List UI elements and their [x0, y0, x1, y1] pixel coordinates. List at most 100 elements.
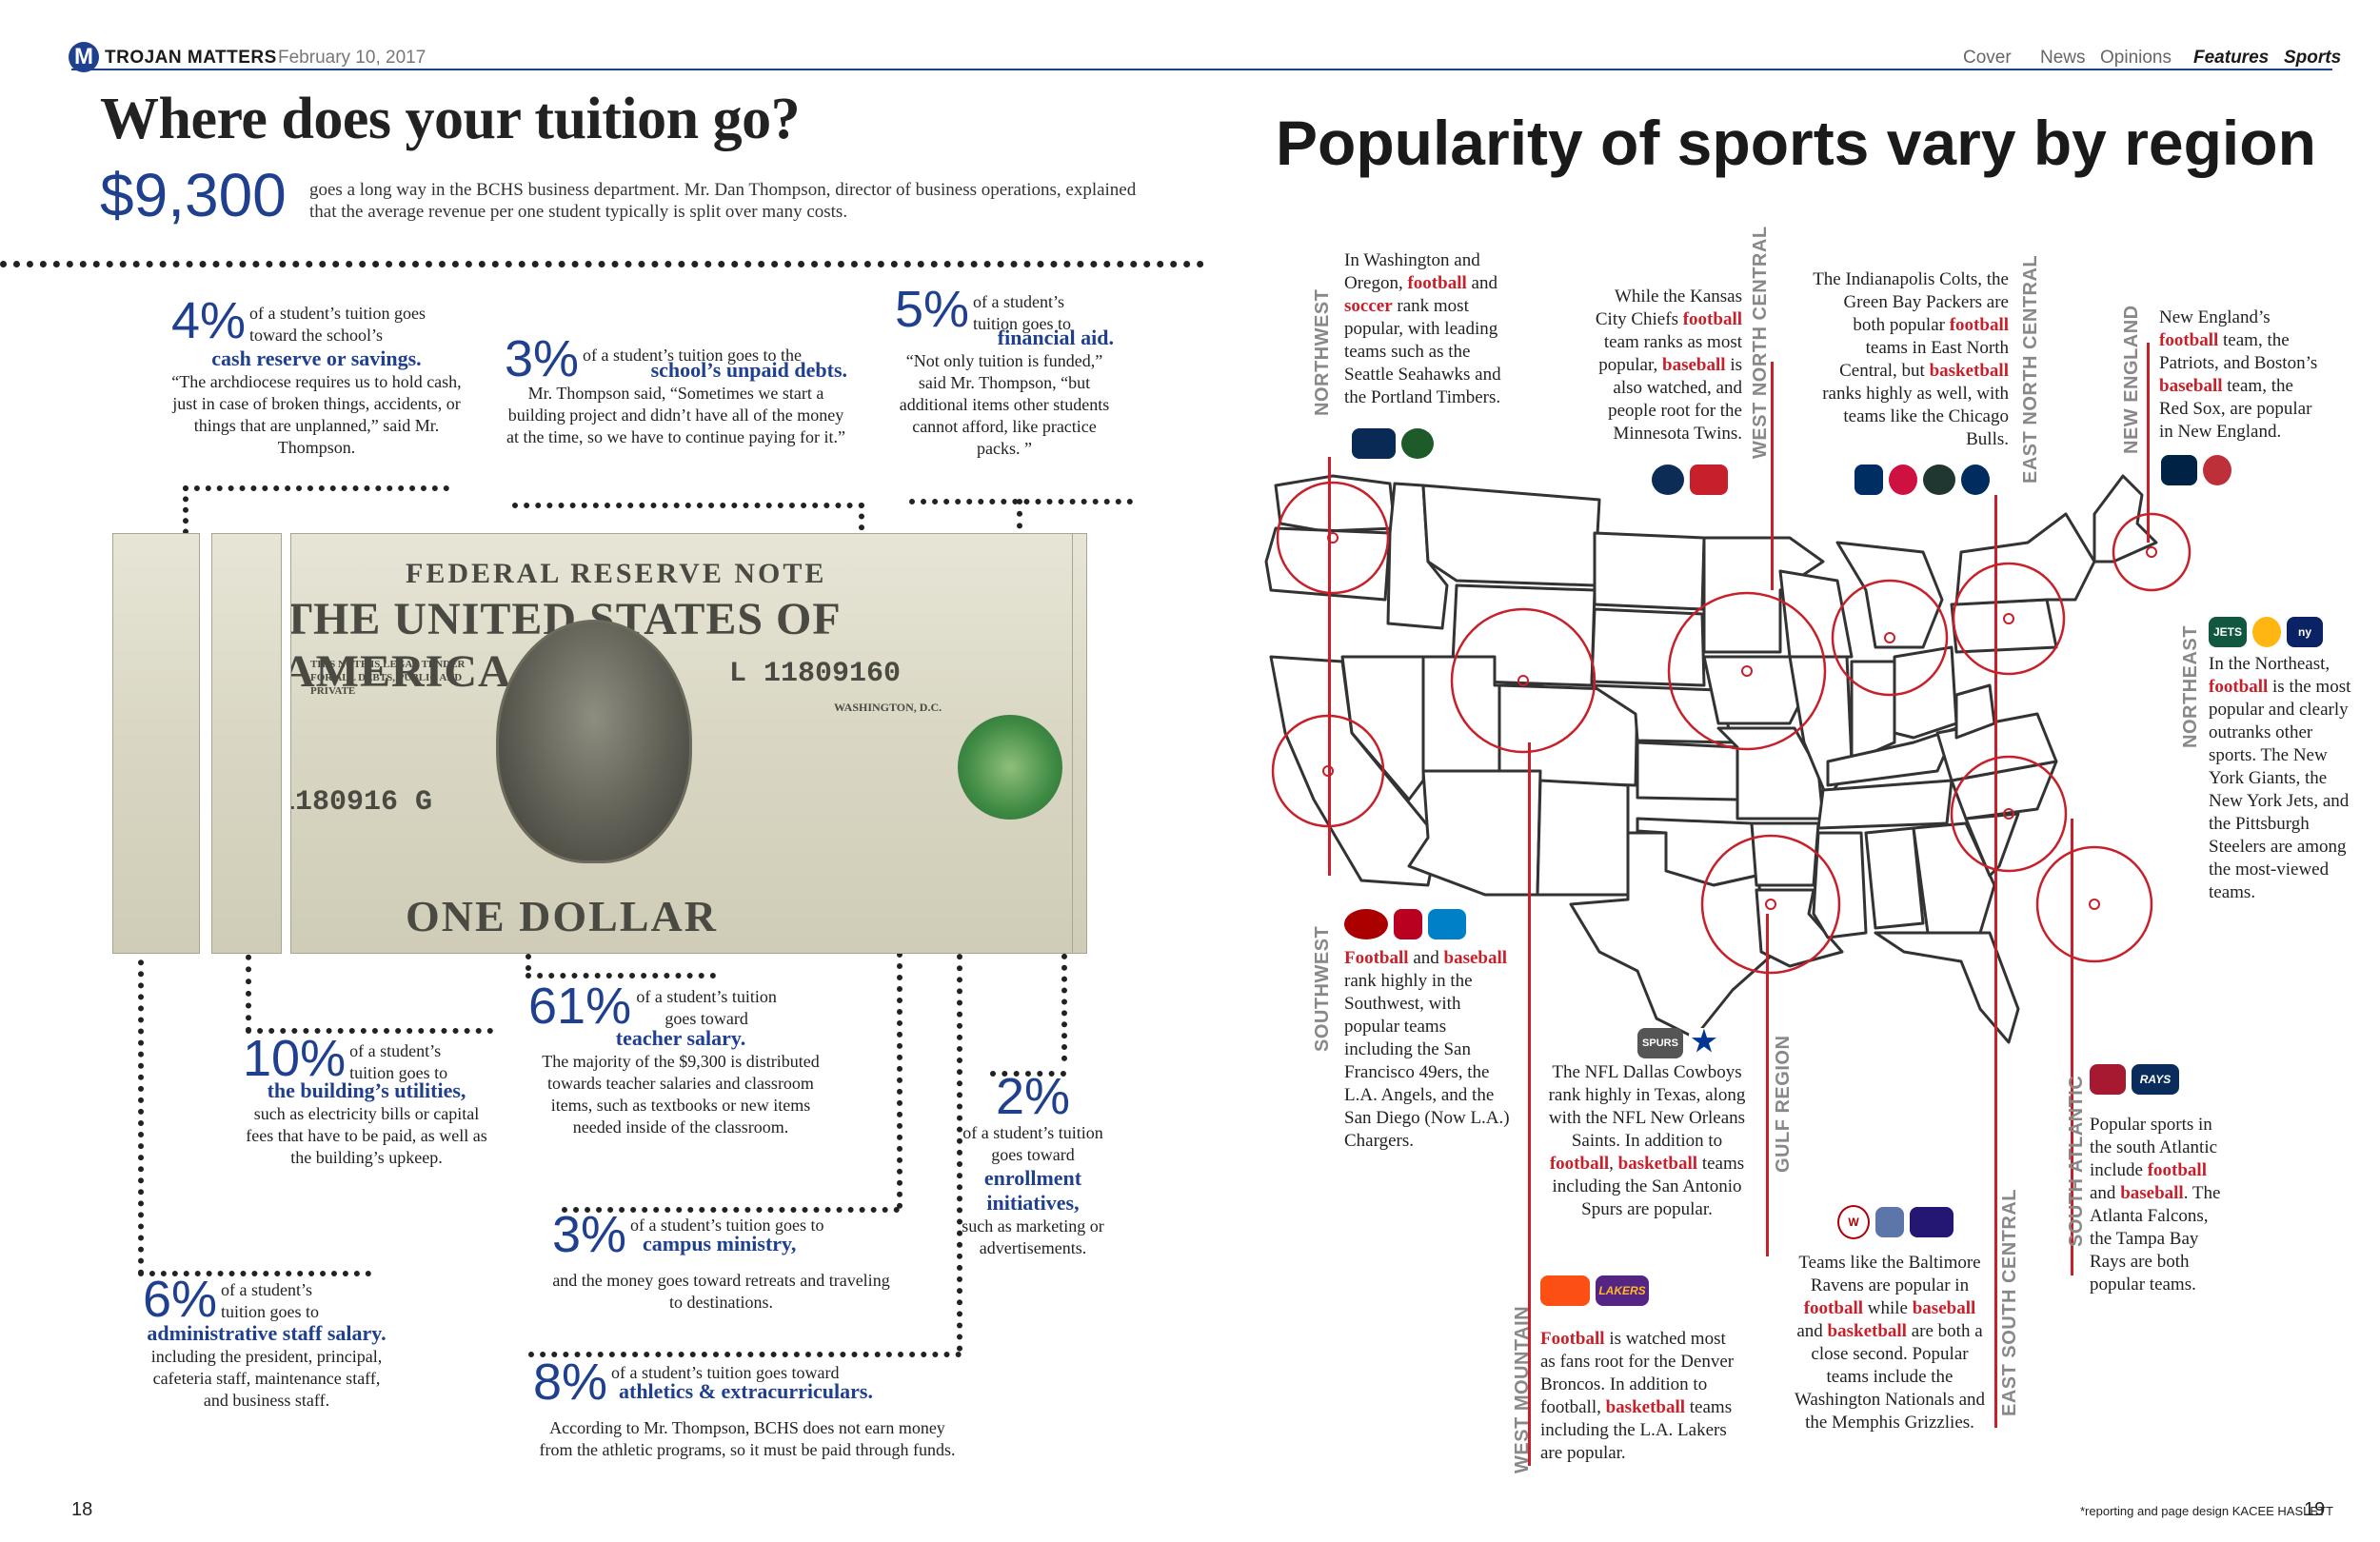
bill-serial-lower: L 1180916 G: [291, 786, 433, 819]
packers-logo-icon: [1923, 465, 1955, 495]
dotted-connector: [526, 973, 716, 979]
nav-news[interactable]: News: [2040, 48, 2086, 68]
item-body: such as electricity bills or capital fee…: [246, 1104, 487, 1167]
seahawks-logo-icon: [1352, 428, 1396, 459]
region-circle: [1831, 579, 1949, 697]
treasury-seal: [958, 715, 1062, 820]
percent-label: 3%: [552, 1206, 627, 1263]
map-kansas: [1636, 741, 1739, 801]
item-body: “The archdiocese requires us to hold cas…: [171, 372, 462, 457]
nav-sports[interactable]: Sports: [2284, 48, 2342, 68]
dotted-connector: [897, 952, 902, 1209]
spurs-logo-icon: SPURS: [1637, 1028, 1683, 1058]
design-credit: *reporting and page design KACEE HASLETT: [2080, 1504, 2333, 1518]
item-lead: of a student’s tuition goes toward: [636, 987, 777, 1028]
ravens-logo-icon: [1910, 1207, 1954, 1237]
dotted-connector: [562, 1207, 900, 1213]
issue-date: February 10, 2017: [278, 48, 426, 68]
region-text-south-atlantic: Popular sports in the south Atlantic inc…: [2090, 1115, 2221, 1295]
dotted-connector: [526, 942, 531, 971]
bill-serial: L 11809160: [729, 658, 902, 690]
map-texas: [1569, 831, 1777, 1039]
dotted-connector: [246, 1028, 493, 1034]
connector-line: [1994, 495, 1997, 1428]
right-page-title: Popularity of sports vary by region: [1276, 108, 2316, 178]
bill-top-band: FEDERAL RESERVE NOTE: [406, 558, 827, 589]
lakers-logo-icon: LAKERS: [1596, 1275, 1649, 1306]
map-new-mexico: [1536, 779, 1630, 897]
region-text-wnc: While the Kansas City Chiefs football te…: [1595, 287, 1742, 444]
dotted-connector: [246, 942, 251, 1033]
region-label-south-atlantic: SOUTH ATLANTIC: [2066, 1075, 2087, 1247]
jets-logo-icon: JETS: [2209, 617, 2247, 647]
red-sox-logo-icon: [2203, 455, 2231, 485]
region-circle: [2035, 845, 2153, 963]
nav-cover[interactable]: Cover: [1963, 48, 2012, 68]
region-circle: [2112, 512, 2192, 592]
us-regions-map: [1264, 474, 2192, 1044]
region-label-northeast: NORTHEAST: [2180, 625, 2201, 748]
dotted-connector: [990, 1071, 1066, 1077]
nav-opinions[interactable]: Opinions: [2100, 48, 2172, 68]
page-number-right: 19: [2304, 1499, 2326, 1520]
connector-line: [1528, 742, 1531, 1466]
item-lead: of a student’s tuition goes toward: [962, 1123, 1103, 1164]
item-lead: of a student’s tuition goes to: [349, 1041, 448, 1082]
bill-city: WASHINGTON, D.C.: [834, 701, 942, 714]
logos-enc: [1854, 465, 1995, 495]
rays-logo-icon: RAYS: [2132, 1064, 2179, 1095]
map-wisconsin: [1778, 569, 1854, 659]
bill-strip: [211, 533, 282, 954]
item-body: such as marketing or advertisements.: [962, 1216, 1104, 1257]
item-cash-reserve: 4% of a student’s tuition goes toward th…: [171, 295, 462, 459]
item-heading: teacher salary.: [615, 1026, 746, 1050]
map-ohio: [1893, 645, 1958, 740]
map-indiana: [1850, 660, 1896, 763]
region-circle: [1667, 591, 1827, 751]
nationals-logo-icon: W: [1837, 1205, 1870, 1239]
region-text-northwest: In Washington and Oregon, football and s…: [1344, 250, 1501, 407]
percent-label: 4%: [171, 292, 247, 349]
giants-logo-icon: ny: [2287, 617, 2323, 647]
region-circle: [1950, 755, 2068, 873]
dotted-divider: [0, 261, 1204, 267]
item-lead: of a student’s tuition goes to: [630, 1216, 824, 1235]
item-campus-ministry: 3% of a student’s tuition goes to campus…: [552, 1209, 890, 1314]
region-text-northeast: In the Northeast, football is the most p…: [2209, 654, 2351, 902]
item-heading: school’s unpaid debts.: [650, 358, 847, 382]
map-south-dakota: [1590, 607, 1706, 687]
bulls-logo-icon: [1889, 465, 1917, 495]
region-label-esc: EAST SOUTH CENTRAL: [1999, 1189, 2020, 1416]
connector-line: [1328, 457, 1331, 876]
chargers-logo-icon: [1428, 909, 1466, 939]
pacers-logo-icon: [1854, 465, 1883, 495]
item-body: The majority of the $9,300 is distribute…: [542, 1052, 820, 1137]
connector-line: [2071, 819, 2073, 1275]
region-text-southwest: Football and baseball rank highly in the…: [1344, 948, 1510, 1151]
left-page-title: Where does your tuition go?: [100, 87, 801, 151]
steelers-logo-icon: [2252, 617, 2281, 647]
item-lead: of a student’s tuition goes to: [973, 292, 1072, 333]
item-lead: of a student’s tuition goes to: [221, 1280, 320, 1321]
nav-features[interactable]: Features: [2193, 48, 2270, 68]
item-heading: cash reserve or savings.: [211, 346, 422, 370]
49ers-logo-icon: [1344, 909, 1388, 939]
map-mississippi: [1812, 831, 1868, 939]
grizzlies-logo-icon: [1875, 1207, 1904, 1237]
region-label-new-england: NEW ENGLAND: [2121, 305, 2142, 454]
percent-label: 3%: [505, 330, 580, 387]
item-heading: athletics & extracurriculars.: [619, 1379, 873, 1403]
broncos-logo-icon: [1540, 1275, 1590, 1306]
logos-southwest: [1344, 909, 1472, 939]
region-label-gulf: GULF REGION: [1773, 1035, 1794, 1173]
percent-label: 2%: [995, 1068, 1071, 1125]
map-alabama: [1864, 826, 1925, 930]
publication-name: TROJAN MATTERS: [105, 48, 277, 68]
map-michigan: [1835, 541, 1944, 649]
colts-logo-icon: [1961, 465, 1990, 495]
item-utilities: 10% of a student’s tuition goes to the b…: [243, 1033, 490, 1169]
map-tennessee: [1816, 779, 1954, 830]
dotted-connector: [183, 485, 449, 491]
region-label-southwest: SOUTHWEST: [1312, 925, 1333, 1052]
logos-west-mountain: LAKERS: [1540, 1275, 1655, 1306]
